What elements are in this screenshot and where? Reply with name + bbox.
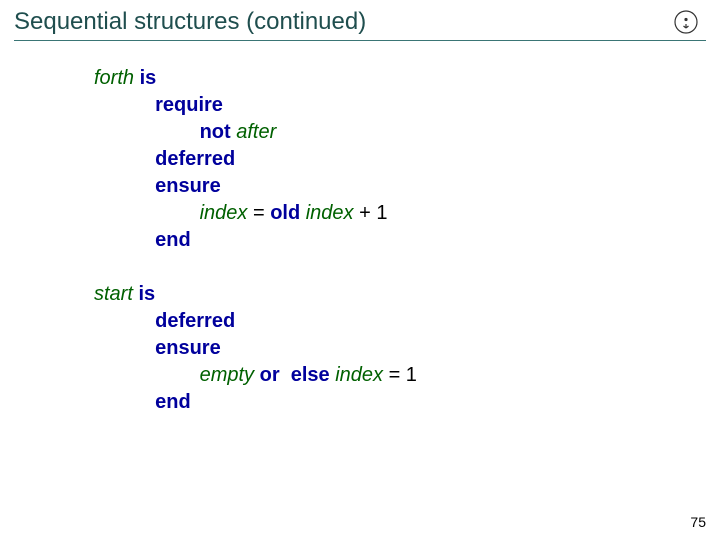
keyword: require [155, 94, 223, 116]
keyword: end [155, 229, 191, 251]
keyword: ensure [155, 175, 221, 197]
identifier: index [200, 202, 248, 224]
code-line: end [94, 389, 720, 416]
slide: Sequential structures (continued) forth … [0, 0, 720, 540]
logo-icon [672, 8, 700, 36]
code-line: empty or else index = 1 [94, 362, 720, 389]
code-line: ensure [94, 173, 720, 200]
text: = 1 [383, 364, 417, 386]
code-line: index = old index + 1 [94, 200, 720, 227]
keyword: not [200, 121, 237, 143]
text: + 1 [354, 202, 388, 224]
code-line: deferred [94, 308, 720, 335]
blank-line [94, 254, 720, 281]
code-line: ensure [94, 335, 720, 362]
slide-title: Sequential structures (continued) [14, 8, 672, 36]
keyword: end [155, 391, 191, 413]
page-number: 75 [690, 514, 706, 530]
identifier: forth [94, 67, 134, 89]
keyword: or else [254, 364, 335, 386]
identifier: start [94, 283, 133, 305]
keyword: is [134, 67, 156, 89]
code-block: forth is require not after deferred ensu… [0, 41, 720, 416]
keyword: ensure [155, 337, 221, 359]
code-line: deferred [94, 146, 720, 173]
code-line: start is [94, 281, 720, 308]
keyword: deferred [155, 148, 235, 170]
code-line: end [94, 227, 720, 254]
identifier: index [335, 364, 383, 386]
code-line: not after [94, 119, 720, 146]
identifier: after [236, 121, 276, 143]
keyword: deferred [155, 310, 235, 332]
identifier: index [306, 202, 354, 224]
keyword: old [270, 202, 306, 224]
code-line: require [94, 92, 720, 119]
title-row: Sequential structures (continued) [0, 0, 720, 40]
identifier: empty [200, 364, 254, 386]
text: = [247, 202, 270, 224]
code-line: forth is [94, 65, 720, 92]
keyword: is [133, 283, 155, 305]
